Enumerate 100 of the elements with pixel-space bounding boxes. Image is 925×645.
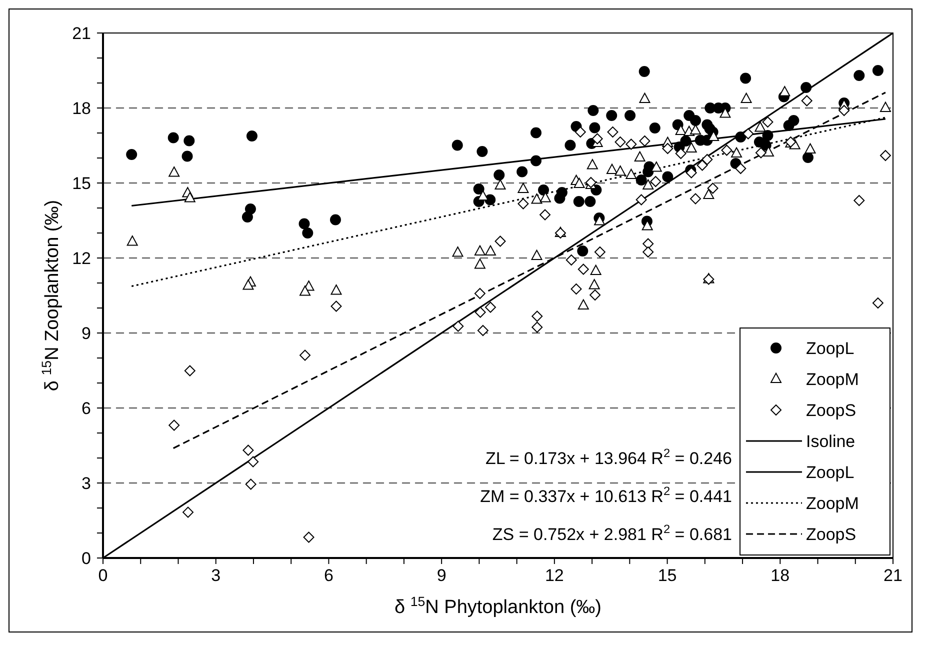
point xyxy=(574,178,585,188)
point xyxy=(662,143,674,154)
point xyxy=(650,162,662,172)
point xyxy=(578,299,589,310)
point xyxy=(300,286,311,296)
point xyxy=(804,143,816,154)
point xyxy=(574,126,586,138)
point xyxy=(754,122,766,132)
point xyxy=(854,195,865,206)
point xyxy=(708,130,720,141)
point xyxy=(735,163,746,174)
point xyxy=(126,236,138,246)
point xyxy=(494,236,506,247)
y-tick-label: 9 xyxy=(82,324,91,343)
point xyxy=(494,179,506,190)
point xyxy=(248,456,259,468)
point xyxy=(168,420,180,431)
point xyxy=(675,148,686,159)
point xyxy=(675,124,686,135)
point xyxy=(642,246,654,258)
point xyxy=(594,246,606,258)
point xyxy=(518,182,529,193)
y-tick-label: 15 xyxy=(72,174,91,193)
point xyxy=(690,124,701,134)
point xyxy=(570,284,582,294)
point xyxy=(184,365,196,376)
point xyxy=(642,238,654,250)
y-tick-label: 18 xyxy=(72,99,91,118)
x-tick-label: 6 xyxy=(324,566,334,585)
point xyxy=(642,220,653,230)
legend-label: ZoopM xyxy=(806,494,859,513)
point xyxy=(642,179,654,190)
point xyxy=(245,478,256,490)
x-tick-label: 18 xyxy=(770,566,790,585)
point xyxy=(880,102,891,112)
annotation: ZS = 0.752x + 2.981 R$^{2}$ = 0.681 xyxy=(492,522,732,544)
legend-label: ZoopL xyxy=(806,463,854,482)
point xyxy=(452,246,464,257)
point xyxy=(532,322,543,333)
x-tick-label: 9 xyxy=(436,566,446,585)
y-tick-label: 6 xyxy=(82,399,91,418)
point xyxy=(779,86,790,96)
point xyxy=(614,166,626,176)
point xyxy=(636,194,647,206)
point xyxy=(626,138,637,150)
point xyxy=(740,92,752,103)
point xyxy=(720,108,731,118)
point xyxy=(182,506,194,518)
point xyxy=(721,144,732,156)
point xyxy=(474,245,486,256)
point xyxy=(703,188,714,199)
x-tick-label: 12 xyxy=(544,566,564,585)
point xyxy=(801,95,812,106)
point xyxy=(634,151,646,162)
point xyxy=(242,444,254,456)
point xyxy=(578,264,589,275)
point xyxy=(540,192,551,202)
point xyxy=(242,280,254,290)
point xyxy=(474,306,486,318)
point xyxy=(590,290,601,300)
point xyxy=(626,168,637,179)
point xyxy=(594,215,606,226)
x-tick-label: 15 xyxy=(658,566,677,585)
point xyxy=(838,105,850,116)
point xyxy=(590,264,602,275)
x-axis-title: δ $^{15}$N Phytoplankton (‰) xyxy=(394,594,602,618)
legend-label: Isoline xyxy=(806,432,856,451)
point xyxy=(872,298,884,308)
x-tick-label: 0 xyxy=(98,566,108,585)
point xyxy=(168,166,180,177)
point xyxy=(300,350,311,361)
point xyxy=(588,279,600,290)
legend-label: ZoopS xyxy=(806,525,856,544)
point xyxy=(586,159,598,170)
point xyxy=(755,147,766,158)
legend-label: ZoopS xyxy=(806,401,856,420)
point xyxy=(330,300,342,312)
point xyxy=(477,190,488,200)
point xyxy=(880,150,891,161)
point xyxy=(731,147,742,158)
point xyxy=(690,193,701,204)
y-tick-label: 21 xyxy=(72,24,91,43)
point xyxy=(707,182,718,194)
annotation: ZL = 0.173x + 13.964 R$^{2}$ = 0.246 xyxy=(485,446,732,468)
point xyxy=(742,128,754,140)
point xyxy=(184,192,196,202)
point xyxy=(531,194,542,204)
x-tick-label: 21 xyxy=(884,566,902,585)
point xyxy=(702,154,713,165)
legend-label: ZoopL xyxy=(806,339,854,358)
point xyxy=(303,532,314,543)
point xyxy=(592,133,603,144)
point xyxy=(639,92,650,103)
point xyxy=(330,284,342,295)
point xyxy=(531,250,542,260)
point xyxy=(696,160,708,171)
y-tick-label: 12 xyxy=(72,249,91,268)
point xyxy=(566,254,577,266)
point xyxy=(607,126,618,138)
point xyxy=(650,176,662,187)
